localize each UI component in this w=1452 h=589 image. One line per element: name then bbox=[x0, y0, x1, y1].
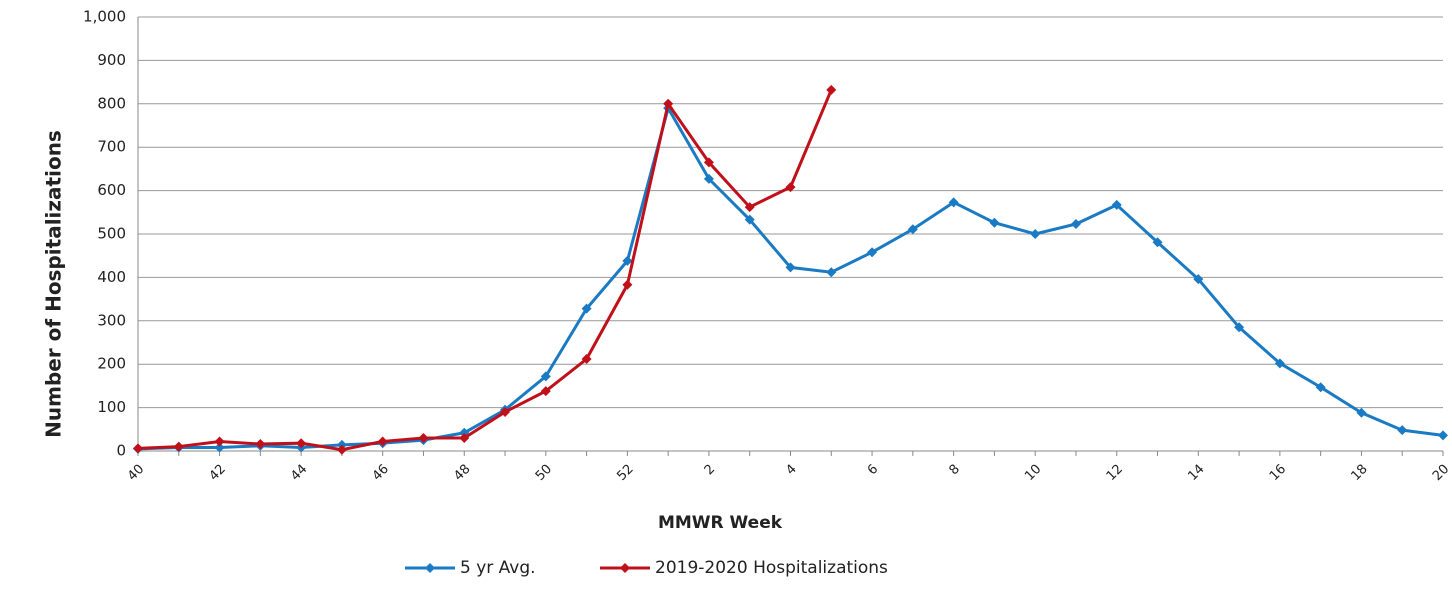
data-point bbox=[133, 443, 143, 454]
data-point bbox=[173, 441, 184, 452]
data-point bbox=[826, 84, 837, 95]
data-point bbox=[907, 224, 918, 235]
data-point bbox=[1111, 199, 1122, 210]
y-tick-label: 200 bbox=[97, 355, 126, 373]
x-tick-label: 52 bbox=[614, 462, 636, 484]
data-point bbox=[1234, 322, 1245, 333]
data-point bbox=[785, 182, 796, 193]
data-point bbox=[1152, 237, 1163, 248]
x-tick-label: 14 bbox=[1185, 462, 1207, 484]
x-tick-label: 12 bbox=[1104, 462, 1126, 484]
data-point bbox=[1438, 430, 1448, 441]
data-point bbox=[1356, 407, 1367, 418]
x-tick-label: 2 bbox=[702, 462, 718, 478]
y-tick-label: 300 bbox=[97, 311, 126, 329]
y-tick-label: 100 bbox=[97, 398, 126, 416]
y-tick-label: 800 bbox=[97, 94, 126, 112]
data-point bbox=[255, 439, 266, 450]
data-point bbox=[1315, 382, 1326, 393]
data-point bbox=[744, 214, 755, 225]
x-tick-label: 20 bbox=[1430, 462, 1452, 484]
y-tick-label: 600 bbox=[97, 181, 126, 199]
legend-label: 5 yr Avg. bbox=[460, 558, 536, 578]
data-point bbox=[1274, 358, 1285, 369]
data-point bbox=[1030, 229, 1041, 239]
y-tick-label: 500 bbox=[97, 225, 126, 243]
legend-label: 2019-2020 Hospitalizations bbox=[655, 558, 888, 578]
data-point bbox=[1193, 274, 1204, 285]
data-point bbox=[703, 173, 714, 184]
data-point bbox=[622, 255, 633, 266]
y-tick-label: 1,000 bbox=[83, 8, 126, 26]
x-axis-title: MMWR Week bbox=[658, 513, 783, 533]
data-point bbox=[581, 303, 592, 314]
x-tick-label: 46 bbox=[370, 462, 392, 484]
legend-marker bbox=[425, 563, 435, 573]
y-axis-title: Number of Hospitalizations bbox=[42, 130, 66, 438]
legend-marker bbox=[620, 563, 630, 573]
data-point bbox=[744, 202, 755, 213]
x-tick-label: 8 bbox=[946, 462, 962, 478]
y-tick-label: 0 bbox=[116, 442, 126, 460]
data-point bbox=[1397, 425, 1408, 436]
data-point bbox=[540, 386, 551, 397]
y-tick-label: 700 bbox=[97, 138, 126, 156]
data-point bbox=[785, 262, 796, 273]
series-line bbox=[137, 104, 1444, 451]
data-point bbox=[948, 197, 959, 208]
data-point bbox=[500, 406, 511, 417]
x-tick-label: 42 bbox=[207, 462, 229, 484]
x-tick-label: 44 bbox=[288, 462, 310, 484]
data-point bbox=[703, 157, 714, 168]
series-line bbox=[137, 89, 833, 452]
data-point bbox=[867, 247, 878, 258]
x-tick-label: 10 bbox=[1022, 462, 1044, 484]
data-point bbox=[459, 432, 470, 443]
x-tick-label: 18 bbox=[1348, 462, 1370, 484]
data-point bbox=[826, 267, 837, 278]
data-point bbox=[214, 442, 225, 453]
data-point bbox=[540, 371, 551, 382]
x-tick-label: 40 bbox=[125, 462, 147, 484]
data-point bbox=[989, 217, 1000, 228]
x-tick-label: 48 bbox=[451, 462, 473, 484]
data-point bbox=[1070, 219, 1081, 230]
x-tick-label: 6 bbox=[865, 462, 881, 478]
data-point bbox=[296, 438, 307, 449]
data-point bbox=[663, 98, 674, 109]
data-point bbox=[622, 279, 633, 290]
x-tick-label: 4 bbox=[783, 462, 799, 478]
data-point bbox=[581, 353, 592, 364]
data-point bbox=[377, 436, 388, 447]
data-point bbox=[214, 436, 225, 447]
data-point bbox=[418, 432, 429, 443]
data-point bbox=[336, 444, 347, 455]
y-tick-label: 400 bbox=[97, 268, 126, 286]
x-tick-label: 16 bbox=[1267, 462, 1289, 484]
x-tick-label: 50 bbox=[533, 462, 555, 484]
y-tick-label: 900 bbox=[97, 51, 126, 69]
